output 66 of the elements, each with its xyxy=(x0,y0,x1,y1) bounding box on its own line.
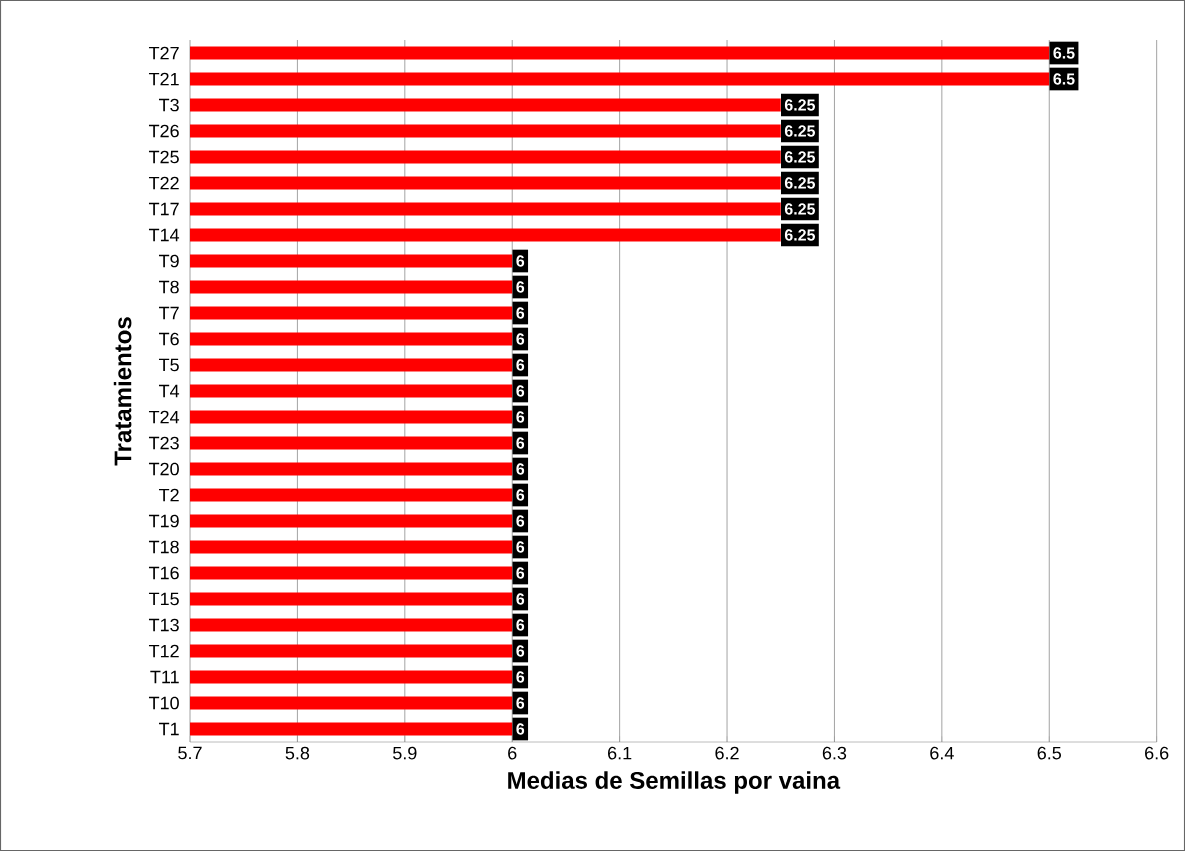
x-tick-label: 6.6 xyxy=(1145,746,1169,760)
x-tick-label: 6.1 xyxy=(608,746,632,760)
y-tick-label: T5 xyxy=(158,358,179,372)
x-axis-title: Medias de Semillas por vaina xyxy=(508,771,841,794)
y-tick-label: T8 xyxy=(158,280,179,294)
y-tick-label: T2 xyxy=(158,488,179,502)
x-tick-label: 6.4 xyxy=(930,746,954,760)
data-label: 6 xyxy=(516,541,525,553)
y-tick-label: T21 xyxy=(148,72,179,86)
data-label: 6 xyxy=(516,645,525,657)
y-tick-label: T3 xyxy=(158,98,179,112)
y-tick-label: T14 xyxy=(148,228,180,242)
x-tick-label: 6.5 xyxy=(1037,746,1062,760)
y-tick-label: T4 xyxy=(158,384,180,398)
x-tick-label: 6.3 xyxy=(822,746,847,760)
data-label: 6.5 xyxy=(1053,47,1075,59)
y-tick-label: T20 xyxy=(148,462,179,476)
y-tick-label: T13 xyxy=(148,618,179,632)
data-label: 6 xyxy=(516,359,525,371)
data-label: 6 xyxy=(516,567,525,579)
data-label: 6.25 xyxy=(784,203,816,215)
data-label: 6 xyxy=(516,255,525,267)
y-tick-label: T6 xyxy=(158,332,179,346)
y-tick-label: T27 xyxy=(148,46,179,60)
x-tick-label: 5.9 xyxy=(393,746,417,760)
y-tick-label: T23 xyxy=(148,436,179,450)
y-tick-label: T24 xyxy=(148,410,180,424)
data-label: 6 xyxy=(516,515,525,527)
data-label: 6 xyxy=(516,333,525,345)
data-label: 6 xyxy=(516,385,525,397)
y-axis-title: Tratamientos xyxy=(113,317,132,466)
data-label: 6 xyxy=(516,671,525,683)
data-label: 6 xyxy=(516,411,525,423)
data-label: 6 xyxy=(516,437,525,449)
y-tick-label: T19 xyxy=(148,514,179,528)
x-tick-label: 5.7 xyxy=(178,746,202,760)
data-label: 6.25 xyxy=(784,99,816,111)
y-tick-label: T7 xyxy=(158,306,179,320)
data-label: 6.25 xyxy=(784,125,816,137)
data-label: 6 xyxy=(516,281,525,293)
data-label: 6.25 xyxy=(784,229,816,241)
y-tick-label: T22 xyxy=(148,176,179,190)
data-label: 6 xyxy=(516,593,525,605)
y-tick-label: T12 xyxy=(148,644,179,658)
y-tick-label: T17 xyxy=(148,202,179,216)
x-tick-label: 6 xyxy=(508,746,517,760)
y-tick-label: T9 xyxy=(158,254,179,268)
y-tick-label: T1 xyxy=(158,722,179,736)
y-tick-label: T11 xyxy=(150,670,179,684)
x-tick-label: 6.2 xyxy=(715,746,739,760)
data-label: 6 xyxy=(516,489,525,501)
y-tick-label: T26 xyxy=(148,124,179,138)
y-tick-label: T18 xyxy=(148,540,179,554)
data-label: 6 xyxy=(516,697,525,709)
data-label: 6.25 xyxy=(784,177,816,189)
y-tick-label: T25 xyxy=(148,150,179,164)
data-label: 6.25 xyxy=(784,151,816,163)
x-tick-label: 5.8 xyxy=(285,746,310,760)
data-label: 6 xyxy=(516,307,525,319)
data-label: 6 xyxy=(516,619,525,631)
data-label: 6 xyxy=(516,463,525,475)
y-tick-label: T15 xyxy=(148,592,179,606)
y-tick-label: T16 xyxy=(148,566,179,580)
y-tick-label: T10 xyxy=(148,696,179,710)
data-label: 6.5 xyxy=(1053,73,1075,85)
data-label: 6 xyxy=(516,723,525,735)
